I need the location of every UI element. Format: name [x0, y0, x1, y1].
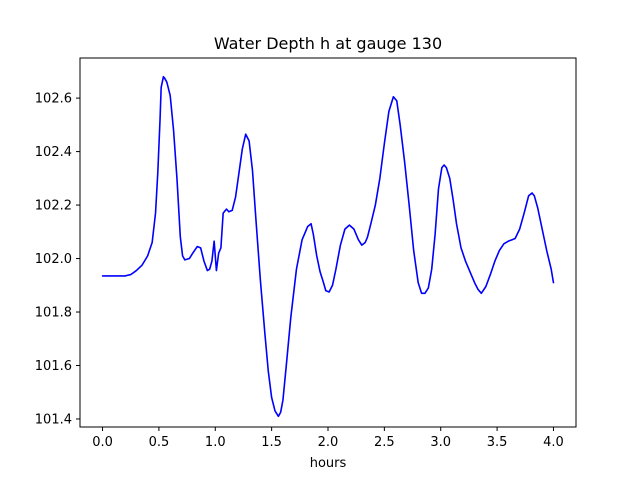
y-tick-label: 102.2 [35, 199, 72, 214]
x-tick-label: 4.0 [543, 435, 564, 450]
x-axis-label: hours [310, 456, 347, 471]
x-tick-label: 3.0 [430, 435, 451, 450]
x-tick-label: 2.5 [374, 435, 395, 450]
x-axis: 0.0 0.5 1.0 1.5 2.0 2.5 3.0 3.5 4.0 [92, 427, 564, 450]
x-tick-label: 0.0 [92, 435, 113, 450]
plot-area [101, 75, 555, 418]
y-tick-label: 102.0 [35, 252, 72, 267]
x-tick-label: 2.0 [318, 435, 339, 450]
series-line-0 [101, 75, 555, 418]
axes-frame [79, 57, 577, 428]
y-tick-label: 101.6 [35, 359, 72, 374]
y-tick-label: 101.4 [35, 412, 72, 427]
x-tick-label: 3.5 [487, 435, 508, 450]
y-tick-label: 102.6 [35, 92, 72, 107]
x-tick-label: 1.0 [205, 435, 226, 450]
x-tick-label: 1.5 [261, 435, 282, 450]
y-axis: 101.4 101.6 101.8 102.0 102.2 102.4 102.6 [35, 92, 80, 427]
y-tick-label: 101.8 [35, 306, 72, 321]
chart-title: Water Depth h at gauge 130 [214, 34, 442, 53]
x-tick-label: 0.5 [149, 435, 170, 450]
y-tick-label: 102.4 [35, 145, 72, 160]
